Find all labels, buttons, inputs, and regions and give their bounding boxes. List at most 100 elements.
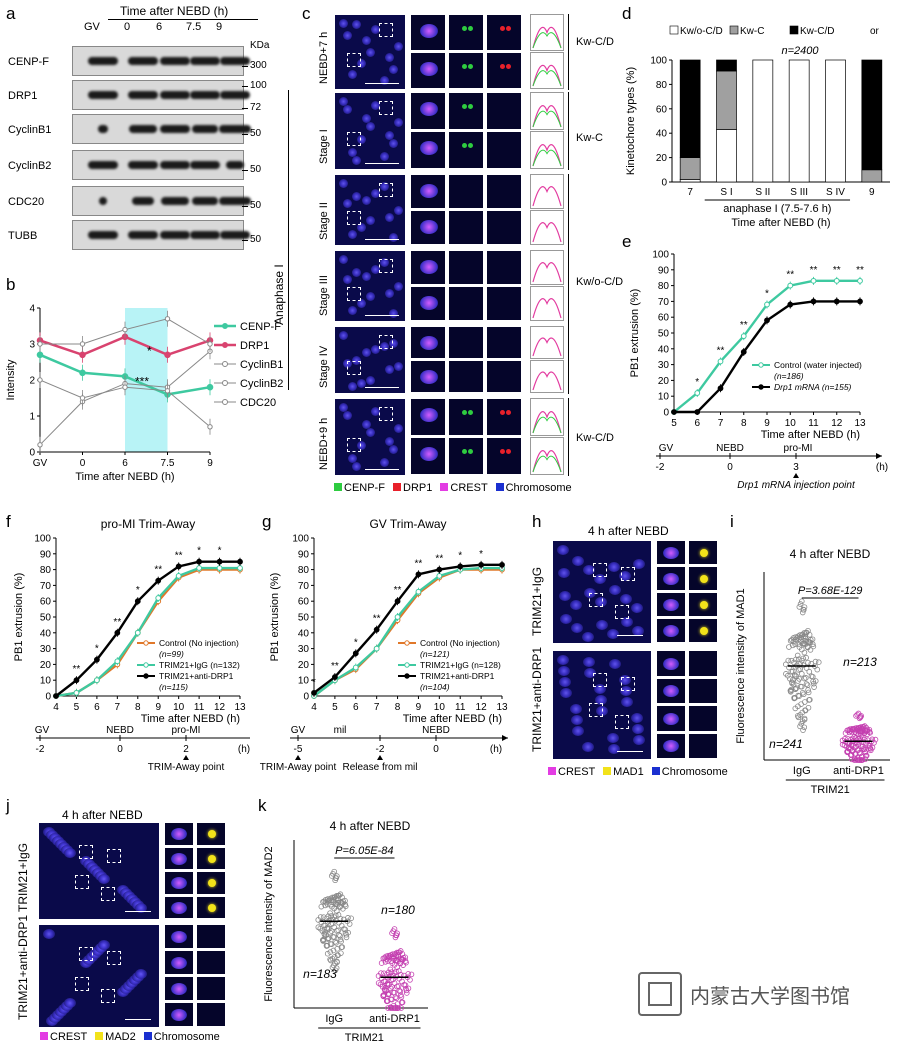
- blot-marker-0-0: 300: [250, 60, 267, 71]
- chart-f-point-2-1: [73, 677, 80, 684]
- c-zoom-signal-0-0-2: [500, 26, 505, 31]
- chart-e-timeline-label-1: NEBD: [716, 443, 744, 454]
- panel-j-chromo-0-21: [64, 848, 76, 858]
- c-chromo-1-10: [389, 139, 398, 148]
- chart-i-dot-0-114: [795, 667, 802, 673]
- panel-h-row-label-1: TRIM21+anti-DRP1: [530, 646, 544, 752]
- chart-f-xtick-label-8: 8: [135, 702, 141, 713]
- chart-f-point-2-5: [155, 577, 162, 584]
- chart-g-xtick-label-6: 6: [353, 702, 359, 713]
- legend-swatch-crest-j: [40, 1032, 48, 1040]
- chart-e-point-1-8: [857, 298, 863, 305]
- c-profile-crest-3-0: [532, 262, 562, 283]
- chart-f-ytick-label-10: 100: [34, 534, 51, 545]
- chart-i-dot-0-138: [787, 689, 794, 695]
- c-zoom-signal-5-0-2: [500, 410, 505, 415]
- chart-g-star-8: *: [479, 549, 483, 560]
- chart-i-dot-0-131: [800, 606, 807, 613]
- c-zoom-1-1-2: [486, 131, 522, 169]
- chart-g-legend-0: Control (No injection): [420, 638, 500, 648]
- chart-k-dot-1-122: [384, 981, 391, 988]
- anaphase-group-label: Anaphase I: [272, 264, 286, 325]
- chart-k-dot-1-101: [391, 980, 398, 986]
- chart-e-timeline-label-0: GV: [659, 443, 674, 454]
- c-image-1: [334, 92, 406, 170]
- blot-band-1-3: [190, 91, 220, 99]
- chart-f-point-2-0: [53, 693, 59, 699]
- panel-label-i: i: [730, 512, 734, 531]
- chart-e-timeline-label-3: -2: [656, 462, 665, 473]
- panel-j-chromo-0-20: [135, 903, 147, 913]
- chart-i-dot-1-85: [865, 737, 871, 744]
- chart-i-dot-0-110: [801, 604, 808, 610]
- panel-label-d: d: [622, 4, 632, 23]
- chart-i-dot-0-50: [798, 634, 804, 641]
- panel-label-a: a: [6, 4, 16, 23]
- panel-j-roi-0-3: [75, 875, 89, 889]
- chart-i-dot-0-99: [793, 685, 800, 691]
- chart-f-timeline-label-3: -2: [36, 744, 45, 755]
- chart-k-dot-1-105: [403, 959, 409, 966]
- chart-g-star-0: *: [312, 677, 316, 688]
- panel-h-zoom-merge-0-2: [663, 599, 679, 611]
- chart-e-ytick-label-5: 50: [658, 329, 670, 340]
- d-xlabel: Time after NEBD (h): [731, 217, 830, 229]
- chart-e-ytick-label-9: 90: [658, 265, 670, 276]
- c-chromo-4-4: [371, 345, 380, 354]
- panel-j-title: 4 h after NEBD: [62, 808, 143, 822]
- blot-band-0-2: [160, 57, 190, 65]
- panel-h-zoom-1-0-0: [656, 650, 686, 677]
- chart-e-point-1-7: [833, 298, 840, 305]
- panel-h-zoom-merge-0-1: [663, 573, 679, 585]
- chart-i-dot-0-115: [792, 705, 799, 712]
- chart-k-dot-0-131: [332, 875, 339, 881]
- chart-f-point-1-3: [114, 658, 121, 665]
- chart-i-dot-1-128: [863, 752, 870, 759]
- panel-h-roi-0-1: [593, 563, 607, 577]
- chart-i-n-0: n=241: [769, 737, 803, 751]
- c-chromo-4-0: [339, 331, 348, 340]
- c-chromo-2-10: [389, 233, 398, 242]
- panel-label-j: j: [6, 796, 10, 815]
- c-kt-label-2: Kw/o-C/D: [576, 276, 624, 288]
- chart-k-dot-1-71: [385, 954, 392, 961]
- chart-i-dot-0-68: [798, 720, 805, 727]
- chart-i-dot-0-33: [787, 675, 793, 682]
- chart-f-star-0: **: [73, 664, 81, 675]
- c-zoom-5-0-0: [410, 398, 446, 436]
- panel-j-chromo-1-19: [98, 940, 110, 950]
- d-bar-0-2: [679, 59, 701, 158]
- blot-band-2-4: [219, 125, 251, 133]
- c-row-label-5: NEBD+9 h: [318, 417, 330, 470]
- c-chromo-4-10: [389, 339, 398, 348]
- blot-band-4-0: [99, 197, 107, 205]
- c-profile-svg-1-0: [532, 105, 562, 128]
- c-row-label-3: Stage III: [318, 275, 330, 316]
- chart-f-point-2-9: [237, 558, 243, 565]
- c-chromo-4-6: [357, 379, 366, 388]
- c-scalebar-5: [365, 469, 399, 470]
- chart-f-ytick-label-4: 40: [40, 628, 52, 639]
- chart-f-point-1-2: [93, 677, 100, 684]
- c-profile-crest-5-0: [532, 411, 562, 434]
- chart-i-dot-0-98: [805, 659, 811, 666]
- b-ytick-label-3: 3: [29, 340, 35, 351]
- panel-j-zoom-signal-0-2: [208, 879, 216, 888]
- chart-f-xtick-label-11: 11: [194, 702, 205, 713]
- c-zoom-signal-5-1-1: [462, 449, 467, 454]
- c-chromo-1-5: [394, 118, 403, 127]
- legend-swatch-crest-h: [548, 767, 556, 775]
- c-row-label-2: Stage II: [318, 202, 330, 240]
- d-n-label: n=2400: [781, 45, 819, 57]
- chart-g-timeline-marker-1: [377, 755, 383, 760]
- chart-e-point-0-2: [717, 358, 724, 365]
- c-zoom-2-1-1: [448, 210, 484, 245]
- blot-kda-label: KDa: [250, 40, 270, 51]
- blot-marker-5-0: 50: [250, 234, 262, 245]
- panel-h-chromo-0-5: [570, 600, 582, 610]
- c-profile-3-0: [530, 250, 564, 285]
- d-xtick-label-0: 7: [687, 187, 693, 198]
- chart-k-dot-0-80: [338, 922, 345, 929]
- panel-h-chromo-1-6: [607, 733, 619, 743]
- c-zoom-signal-0-0-1: [462, 26, 467, 31]
